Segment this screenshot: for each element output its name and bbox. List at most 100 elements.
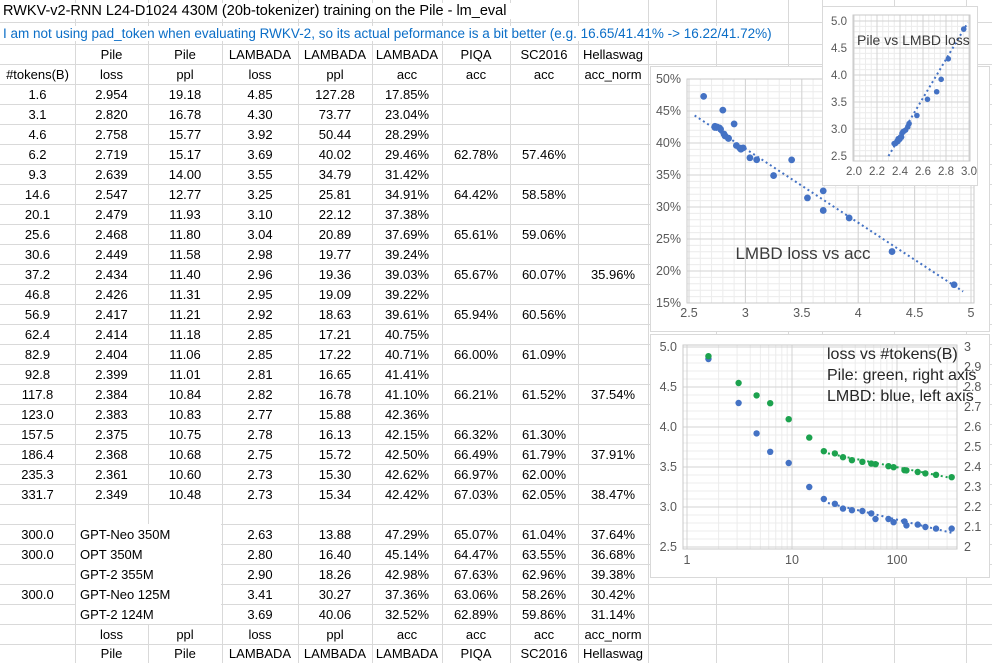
table-cell[interactable]: 59.06%	[521, 226, 567, 242]
table-cell[interactable]: 16.78	[318, 386, 352, 402]
sheet-note-cell[interactable]: I am not using pad_token when evaluating…	[3, 22, 778, 44]
table-cell[interactable]: 50.44	[318, 126, 352, 142]
table-cell[interactable]: 11.40	[169, 266, 201, 282]
table-cell[interactable]: 2.73	[247, 486, 273, 502]
table-cell[interactable]: 65.61%	[453, 226, 499, 242]
table-cell[interactable]: 39.38%	[590, 566, 636, 582]
table-cell[interactable]: 47.29%	[384, 526, 430, 542]
table-cell[interactable]: 30.42%	[590, 586, 636, 602]
table-cell[interactable]: 36.68%	[590, 546, 636, 562]
table-cell[interactable]: 63.55%	[521, 546, 567, 562]
table-cell[interactable]: 2.414	[95, 326, 128, 342]
table-cell[interactable]: 2.77	[247, 406, 273, 422]
table-cell[interactable]: 37.54%	[590, 386, 636, 402]
table-cell[interactable]: 2.399	[95, 366, 128, 382]
table-cell[interactable]: 15.17	[168, 146, 202, 162]
table-cell[interactable]: 37.36%	[384, 586, 430, 602]
table-cell[interactable]: 15.77	[168, 126, 202, 142]
table-cell[interactable]: 2.361	[95, 466, 128, 482]
table-cell[interactable]: 64.42%	[453, 186, 499, 202]
table-cell[interactable]: 16.65	[318, 366, 352, 382]
column-header-cell[interactable]: Hellaswag	[583, 46, 643, 62]
table-cell[interactable]: 65.94%	[453, 306, 499, 322]
table-cell[interactable]: 2.75	[247, 446, 273, 462]
table-cell[interactable]: 4.30	[247, 106, 273, 122]
column-header-cell[interactable]: acc_norm	[584, 66, 642, 82]
table-cell[interactable]: 2.92	[247, 306, 273, 322]
table-cell[interactable]: 45.14%	[384, 546, 430, 562]
table-cell[interactable]: loss	[99, 626, 124, 642]
table-cell[interactable]: 2.468	[95, 226, 128, 242]
table-cell[interactable]: 2.547	[95, 186, 128, 202]
table-cell[interactable]: 82.9	[24, 346, 51, 362]
table-cell[interactable]: 60.56%	[521, 306, 567, 322]
table-cell[interactable]: 64.47%	[453, 546, 499, 562]
column-header-cell[interactable]: ppl	[176, 66, 194, 82]
table-cell[interactable]: 15.34	[318, 486, 352, 502]
table-cell[interactable]: 3.92	[247, 126, 273, 142]
table-cell[interactable]: 18.26	[318, 566, 352, 582]
table-cell[interactable]: 2.384	[95, 386, 128, 402]
table-cell[interactable]: 66.97%	[453, 466, 499, 482]
table-cell[interactable]: 62.05%	[521, 486, 567, 502]
table-cell[interactable]: 42.42%	[384, 486, 430, 502]
table-cell[interactable]: 157.5	[21, 426, 54, 442]
table-cell[interactable]: 2.80	[247, 546, 273, 562]
table-cell[interactable]: 3.55	[247, 166, 273, 182]
column-header-cell[interactable]: Pile	[174, 46, 196, 62]
table-cell[interactable]: 42.36%	[384, 406, 430, 422]
table-cell[interactable]: 17.21	[318, 326, 352, 342]
table-cell[interactable]: 58.26%	[521, 586, 567, 602]
table-cell[interactable]: 39.03%	[384, 266, 430, 282]
table-cell[interactable]: 15.88	[318, 406, 352, 422]
table-cell[interactable]: 37.38%	[384, 206, 430, 222]
table-cell[interactable]: 235.3	[21, 466, 54, 482]
table-cell[interactable]: 14.6	[24, 186, 51, 202]
table-cell[interactable]: 62.4	[24, 326, 51, 342]
table-cell[interactable]: 63.06%	[453, 586, 499, 602]
table-cell[interactable]: 2.78	[247, 426, 273, 442]
table-cell[interactable]: 300.0	[21, 526, 54, 542]
column-header-cell[interactable]: LAMBADA	[375, 46, 439, 62]
table-cell[interactable]: 15.72	[318, 446, 352, 462]
table-cell[interactable]: 331.7	[21, 486, 54, 502]
table-cell[interactable]: 2.954	[95, 86, 128, 102]
table-cell[interactable]: 19.09	[318, 286, 352, 302]
table-cell[interactable]: 62.89%	[453, 606, 499, 622]
column-header-cell[interactable]: loss	[248, 66, 272, 82]
column-header-cell[interactable]: SC2016	[520, 46, 568, 62]
table-cell[interactable]: 10.75	[168, 426, 202, 442]
table-cell[interactable]: 37.69%	[384, 226, 430, 242]
table-cell[interactable]: 20.1	[24, 206, 51, 222]
table-cell[interactable]: 11.31	[169, 286, 201, 302]
table-cell[interactable]: 25.6	[24, 226, 51, 242]
table-cell[interactable]: 40.75%	[384, 326, 430, 342]
table-cell[interactable]: 6.2	[28, 146, 47, 162]
table-cell[interactable]: 3.10	[247, 206, 273, 222]
table-cell[interactable]: 14.00	[168, 166, 202, 182]
table-cell[interactable]: 11.06	[169, 346, 201, 362]
table-cell[interactable]: 65.07%	[453, 526, 499, 542]
table-cell[interactable]: 16.78	[168, 106, 202, 122]
table-cell[interactable]: 19.77	[318, 246, 352, 262]
column-header-cell[interactable]: acc	[465, 66, 487, 82]
table-cell[interactable]: 66.32%	[453, 426, 499, 442]
table-cell[interactable]: 2.368	[95, 446, 128, 462]
table-cell[interactable]: 42.50%	[384, 446, 430, 462]
column-header-cell[interactable]: loss	[99, 66, 124, 82]
table-cell[interactable]: 23.04%	[384, 106, 430, 122]
table-cell[interactable]: 11.80	[169, 226, 201, 242]
table-cell[interactable]: 2.82	[247, 386, 273, 402]
column-header-cell[interactable]: Pile	[100, 46, 123, 62]
table-cell[interactable]: 2.449	[95, 246, 128, 262]
table-cell[interactable]: 19.36	[318, 266, 352, 282]
table-cell[interactable]: 37.91%	[590, 446, 636, 462]
table-cell[interactable]: 16.13	[318, 426, 352, 442]
table-cell[interactable]: 2.349	[95, 486, 128, 502]
table-cell[interactable]: 300.0	[21, 546, 54, 562]
table-cell[interactable]: 67.63%	[453, 566, 499, 582]
column-header-cell[interactable]: acc	[533, 66, 555, 82]
table-cell[interactable]: 22.12	[318, 206, 352, 222]
table-cell[interactable]: 60.07%	[521, 266, 567, 282]
column-header-cell[interactable]: #tokens(B)	[6, 66, 69, 82]
